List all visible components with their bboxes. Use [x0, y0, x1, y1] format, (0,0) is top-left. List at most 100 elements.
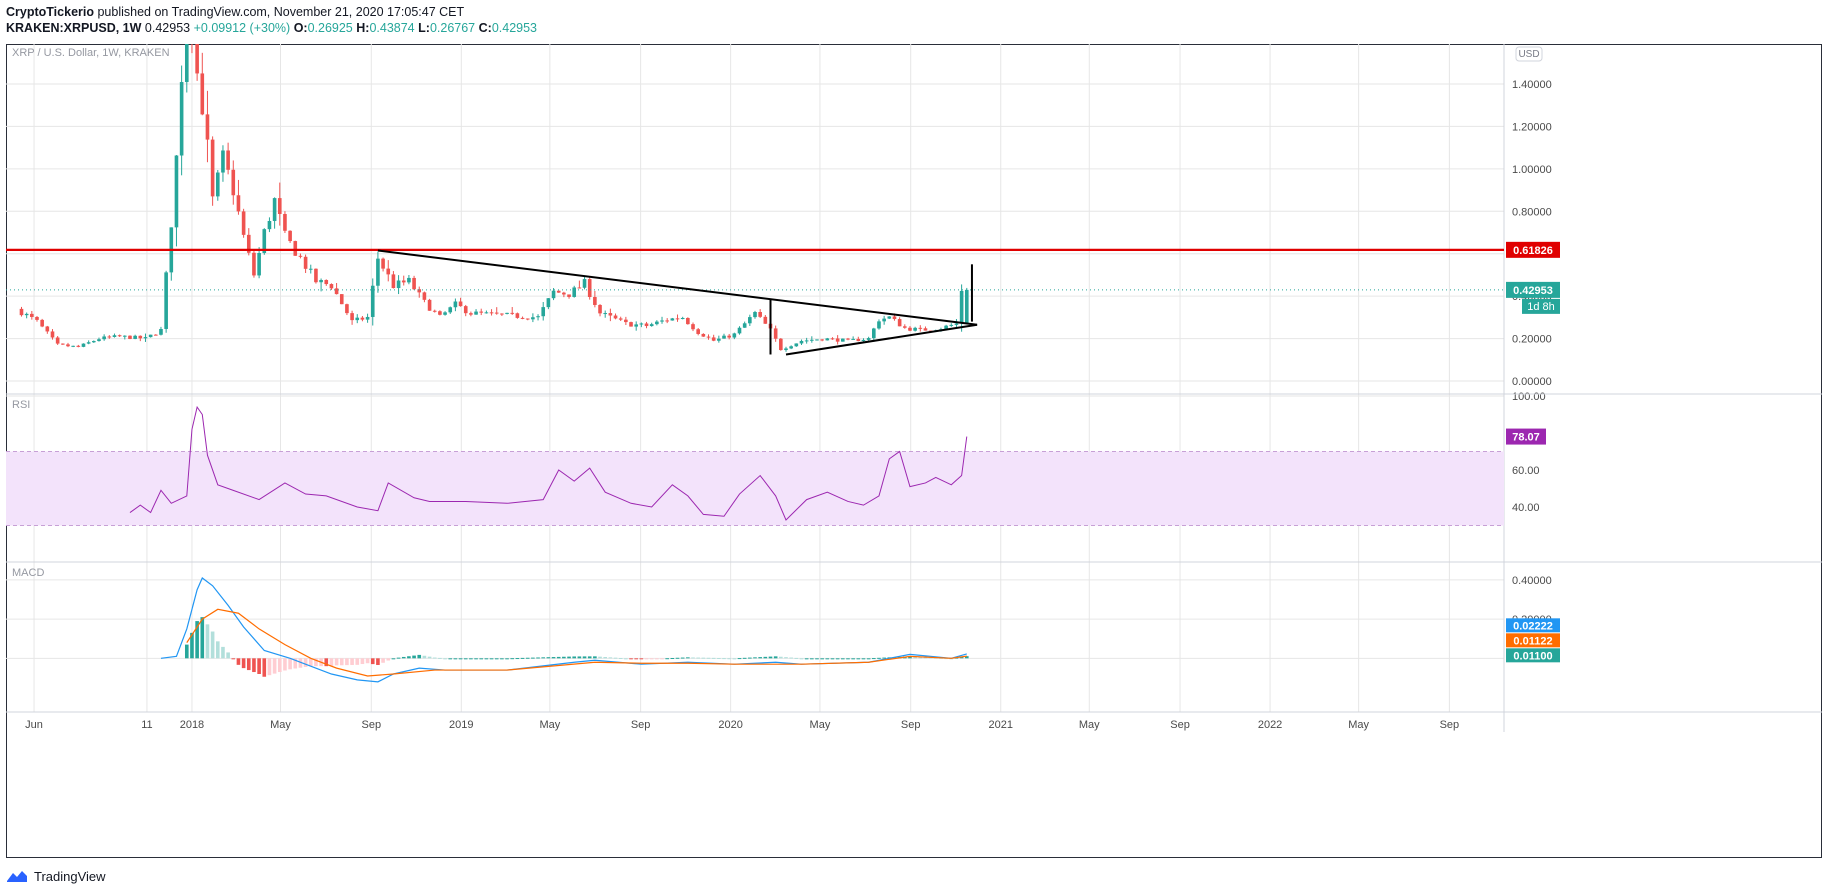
candle [288, 230, 292, 243]
candle-body [138, 335, 143, 339]
candle-body [153, 334, 158, 336]
macd-histogram-bar [556, 656, 561, 659]
x-tick-label-3: May [270, 719, 291, 731]
signal-value-tag [1506, 633, 1560, 648]
candle [732, 332, 737, 340]
candle-body [577, 287, 582, 289]
candle-body [314, 268, 318, 283]
candle [210, 136, 215, 206]
candle [236, 179, 241, 215]
candle-body [401, 280, 406, 283]
candle [179, 65, 184, 176]
resistance-price-tag [1506, 241, 1560, 258]
macd-histogram-bar [784, 657, 788, 659]
macd-histogram-bar [303, 658, 308, 667]
candle [412, 275, 416, 291]
macd-histogram-bar [215, 641, 220, 659]
candle-body [370, 285, 375, 317]
candle-body [582, 279, 587, 288]
candle-body [107, 336, 112, 338]
candle [841, 338, 845, 342]
candle-body [634, 324, 639, 327]
candle-body [474, 311, 478, 315]
candle-body [122, 335, 127, 337]
pane-title-macd: MACD [12, 567, 44, 579]
candle-body [463, 306, 468, 314]
candle-body [660, 320, 664, 322]
price-tick-label-5: 1.00000 [1512, 164, 1552, 176]
macd-histogram-bar [412, 655, 416, 659]
candle [964, 287, 969, 325]
high-label: H: [356, 21, 370, 35]
open-value: 0.26925 [307, 21, 353, 35]
macd-histogram-bar [205, 624, 210, 659]
candle [593, 290, 597, 308]
candle [267, 217, 272, 233]
candle-body [262, 229, 267, 254]
macd-histogram-bar [339, 658, 344, 666]
candle [655, 320, 659, 326]
candle [531, 313, 535, 323]
candle [706, 334, 711, 340]
candle-body [164, 272, 168, 329]
candle [536, 314, 540, 321]
candle-body [66, 344, 70, 347]
candle [128, 335, 132, 340]
candle [918, 325, 923, 332]
candle-body [799, 340, 804, 344]
macd-histogram-bar [381, 658, 385, 663]
macd-histogram-bar [711, 657, 716, 659]
macd-histogram-bar [562, 656, 566, 659]
candle [191, 44, 193, 54]
candle [582, 276, 587, 290]
candle [856, 336, 861, 342]
macd-histogram-bar [536, 657, 540, 659]
macd-histogram-bar [427, 656, 432, 659]
candle [221, 145, 225, 182]
tradingview-logo-icon[interactable] [6, 869, 28, 883]
macd-histogram-bar [727, 658, 731, 660]
candle-body [763, 316, 768, 324]
candle-body [350, 313, 354, 321]
candle [494, 307, 499, 315]
candle-body [897, 319, 902, 327]
macd-histogram-bar [370, 658, 375, 665]
candle-body [148, 334, 153, 338]
candle [272, 197, 277, 229]
candle [458, 297, 463, 307]
candle-body [283, 213, 287, 231]
macd-histogram-bar [841, 658, 845, 660]
candle [30, 310, 34, 320]
candle-body [603, 313, 608, 315]
macd-histogram-bar [799, 658, 804, 660]
candle-body [226, 150, 230, 170]
candle-body [649, 324, 654, 327]
candle [484, 310, 489, 314]
tradingview-brand[interactable]: TradingView [34, 868, 106, 884]
candle [277, 182, 282, 226]
candle-body [35, 316, 39, 320]
candle-body [877, 321, 881, 329]
price-chart[interactable]: Jun 11 2018 May Sep 2019 May Sep 2020 May Sep 2021 M… [6, 44, 1822, 858]
candle [112, 333, 117, 338]
macd-histogram-bar [520, 657, 525, 659]
candle [551, 288, 556, 301]
candle [122, 335, 127, 340]
candle-body [174, 155, 179, 228]
candle [308, 264, 313, 274]
candle [298, 253, 303, 259]
macd-histogram-bar [422, 655, 427, 659]
candle [959, 284, 964, 332]
candle-body [655, 321, 659, 325]
macd-histogram-bar [510, 658, 515, 660]
macd-histogram-bar [923, 657, 928, 659]
candle [500, 313, 504, 317]
macd-value-tag [1506, 618, 1560, 633]
candle-body [97, 339, 101, 342]
candle-body [851, 338, 855, 340]
candle-body [758, 312, 762, 317]
candle-body [794, 343, 799, 347]
candle [897, 317, 902, 327]
macd-histogram-bar [608, 657, 613, 659]
publisher-name[interactable]: CryptoTickerio [6, 5, 94, 19]
